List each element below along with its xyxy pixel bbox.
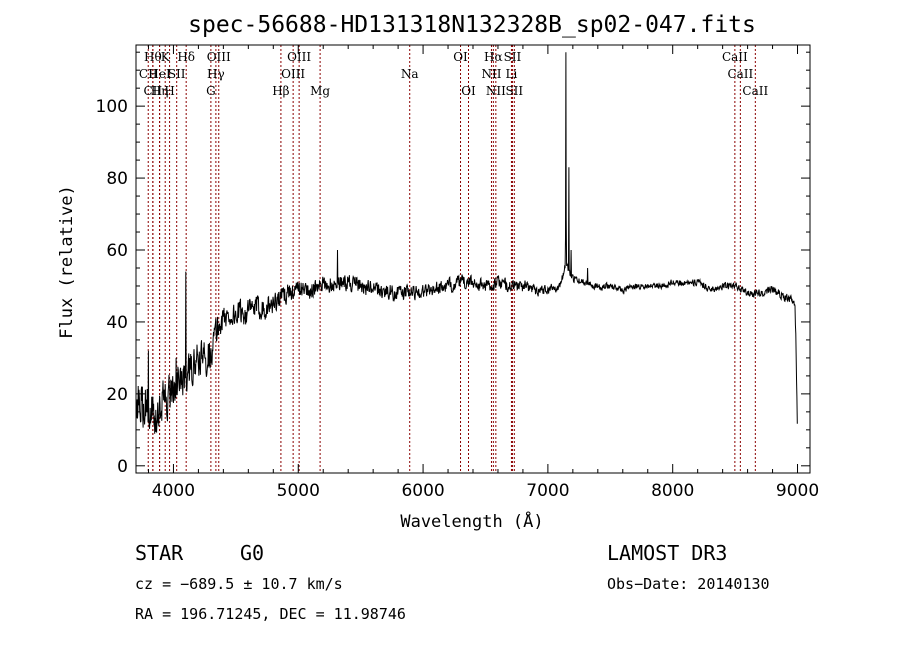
spectral-line-label: NII	[486, 84, 506, 98]
spectral-line-label: K	[161, 50, 171, 64]
spectral-line-label: CaII	[742, 84, 768, 98]
spectral-line-label: Hθ	[144, 50, 162, 64]
coordinates: RA = 196.71245, DEC = 11.98746	[135, 605, 406, 623]
y-axis-label: Flux (relative)	[57, 185, 77, 339]
spectral-line-label: SII	[505, 84, 523, 98]
axis-ticks: 4000 5000 6000 7000 8000 9000 0 20 40 60 80 100	[96, 45, 819, 501]
spectral-line-label: SII	[168, 67, 186, 81]
y-tick-label: 40	[106, 313, 128, 333]
redshift-velocity: cz = −689.5 ± 10.7 km/s	[135, 575, 343, 593]
spectral-line-label: OI	[453, 50, 468, 64]
spectral-line-label: OIII	[281, 67, 305, 81]
object-class: STAR	[135, 541, 184, 565]
spectral-line-label: CaII	[727, 67, 753, 81]
chart-title: spec-56688-HD131318N132328B_sp02-047.fit…	[188, 12, 756, 38]
spectral-line-label: CII	[139, 67, 158, 81]
spectral-line-label: CaII	[722, 50, 748, 64]
x-tick-label: 7000	[526, 481, 569, 501]
x-tick-label: 5000	[277, 481, 320, 501]
plot-axes	[135, 44, 811, 474]
x-tick-label: 6000	[401, 481, 444, 501]
spectral-line-label: Hδ	[177, 50, 195, 64]
spectral-line-label: Hη	[151, 84, 169, 98]
x-tick-label: 8000	[651, 481, 694, 501]
spectral-line-label: Hα	[484, 50, 503, 64]
y-tick-label: 80	[106, 169, 128, 189]
spectral-line-label: SII	[504, 50, 522, 64]
spectral-line-label: G	[206, 84, 216, 98]
spectral-line-label: OI	[461, 84, 476, 98]
spectral-line-label: OIII	[287, 50, 311, 64]
x-axis-label: Wavelength (Å)	[400, 510, 543, 532]
spectral-line-label: Li	[506, 67, 518, 81]
spectral-lines	[147, 45, 756, 473]
y-tick-label: 100	[96, 97, 128, 117]
object-subclass: G0	[240, 541, 264, 565]
info-block: STAR G0 LAMOST DR3 cz = −689.5 ± 10.7 km…	[135, 541, 770, 623]
spectral-line-label: CII	[144, 84, 163, 98]
flux-series	[135, 52, 798, 434]
x-tick-label: 4000	[152, 481, 195, 501]
spectral-line-label: Hγ	[207, 67, 225, 81]
x-tick-label: 9000	[776, 481, 819, 501]
spectral-line-label: NII	[481, 67, 501, 81]
spectral-line-label: Hβ	[272, 84, 289, 98]
spectral-line-label: HeI	[148, 67, 171, 81]
survey-name: LAMOST DR3	[607, 541, 727, 565]
spectral-line-label: OIII	[207, 50, 231, 64]
flux-line	[135, 52, 798, 434]
y-tick-label: 20	[106, 385, 128, 405]
spectral-line-labels: CIIHθCIIHeIHηKHSIIHδGHγOIIIHβOIIIOIIIMgN…	[139, 50, 769, 98]
spectral-line-label: H	[164, 84, 174, 98]
y-tick-label: 0	[117, 457, 128, 477]
spectral-line-label: Mg	[310, 84, 330, 98]
y-tick-label: 60	[106, 241, 128, 261]
plot-frame	[135, 44, 811, 474]
observation-date: Obs−Date: 20140130	[607, 575, 770, 593]
spectral-line-label: Na	[401, 67, 419, 81]
